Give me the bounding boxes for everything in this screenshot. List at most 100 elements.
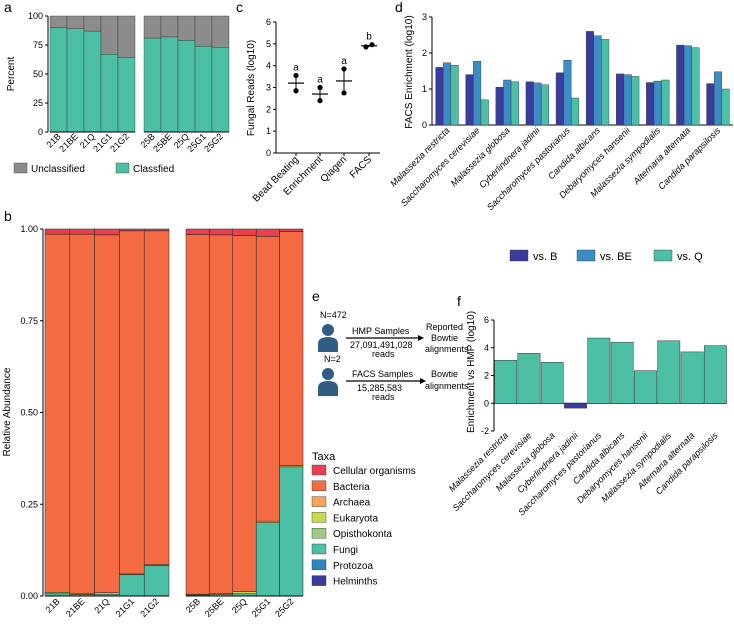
- bar-vsq: [540, 84, 549, 126]
- x-tick-label: 25BE: [203, 596, 226, 619]
- y-tick-label: 4: [484, 343, 489, 353]
- x-tick-label: 21G2: [108, 131, 131, 154]
- legend-label: vs. B: [533, 251, 557, 263]
- bar-cellular-organisms: [255, 228, 280, 237]
- bar-bacteria: [255, 236, 280, 522]
- bar-unclassified: [49, 15, 68, 28]
- facs-samples-title: FACS Samples: [352, 369, 414, 379]
- y-tick-label: 0: [266, 148, 271, 158]
- y-axis-label: Percent: [6, 57, 17, 92]
- panel-e-diagram: N=472 HMP Samples 27,091,491,028 reads R…: [318, 310, 469, 402]
- hmp-reads-label: reads: [372, 349, 395, 359]
- data-point: [317, 98, 323, 104]
- x-tick-label: 21G1: [114, 596, 137, 619]
- facs-n-label: N=2: [324, 354, 341, 364]
- bar-unclassified: [100, 15, 119, 55]
- bar-cellular-organisms: [143, 228, 170, 232]
- x-tick-label: FACS: [348, 154, 374, 180]
- facs-arrowhead: [420, 378, 426, 384]
- bar-vsb: [616, 73, 625, 126]
- panel-letter-f: f: [457, 293, 461, 309]
- y-axis-label: Enrichment vs HMP (log10): [466, 311, 477, 433]
- bar-vsq: [601, 39, 610, 126]
- legend-swatch: [311, 464, 327, 476]
- bar-vsbe: [533, 82, 542, 126]
- legend-swatch: [311, 543, 327, 555]
- legend-swatch: [311, 575, 327, 586]
- bar-vsb: [585, 31, 594, 126]
- bar-unclassified: [143, 15, 162, 39]
- significance-letter: a: [317, 75, 323, 86]
- y-tick-label: 0: [38, 127, 43, 137]
- data-point: [341, 90, 347, 96]
- x-tick-label: 25G1: [185, 131, 208, 154]
- x-tick-label: 25B: [184, 596, 202, 614]
- hmp-result-line3: alignments: [425, 344, 469, 354]
- x-tick-label: Qiagen: [319, 154, 350, 185]
- y-tick-label: 1.00: [20, 224, 38, 234]
- bar-bacteria: [69, 233, 95, 595]
- bar-bacteria: [44, 233, 71, 593]
- panel-letter-a: a: [4, 0, 12, 15]
- panel-letter-b: b: [4, 208, 12, 224]
- data-point: [293, 72, 299, 79]
- facs-result-line1: Bowtie: [431, 369, 458, 379]
- bar-classified: [143, 37, 162, 133]
- bar-vsb: [525, 81, 534, 126]
- legend-label: vs. BE: [600, 251, 632, 263]
- bar-enrichment: [494, 359, 518, 404]
- bar-unclassified: [83, 15, 102, 32]
- x-tick-label: Alternaria alternata: [631, 125, 693, 187]
- y-tick-label: 1: [266, 126, 271, 136]
- bar-vsbe: [593, 35, 602, 126]
- bar-unclassified: [177, 15, 196, 41]
- bar-classified: [177, 40, 196, 133]
- bar-vsq: [631, 76, 640, 126]
- bar-cellular-organisms: [279, 228, 304, 232]
- x-tick-label: 21B: [43, 596, 61, 614]
- panel-b-chart: 0.00 0.25 0.50 0.75 1.00 Relative Abundance 21…: [2, 224, 416, 619]
- data-point: [363, 44, 369, 50]
- significance-letter: a: [341, 56, 347, 67]
- bar-vsq: [480, 99, 489, 126]
- x-tick-label: Candida albicans: [546, 125, 602, 181]
- hmp-result-line1: Reported: [426, 322, 463, 332]
- bar-fungi: [255, 522, 280, 597]
- bar-cellular-organisms: [232, 228, 257, 236]
- x-tick-label: 21G2: [138, 596, 161, 619]
- y-tick-label: 0: [422, 120, 427, 130]
- y-tick-label: 0.50: [20, 408, 38, 418]
- y-tick-label: 50: [33, 69, 43, 79]
- bar-cellular-organisms: [94, 228, 120, 236]
- bar-unclassified: [66, 15, 85, 29]
- y-axis-label: Fungal Reads (log10): [246, 40, 257, 136]
- facs-reads-label: reads: [372, 392, 395, 402]
- legend-label: Opisthokonta: [333, 529, 392, 540]
- bar-classified: [83, 30, 102, 133]
- bar-vsb: [646, 82, 655, 126]
- bar-vsbe: [713, 71, 722, 126]
- y-tick-label: 0: [484, 398, 489, 408]
- legend-label: Protozoa: [333, 561, 373, 572]
- legend-label: Fungi: [333, 545, 358, 556]
- bar-vsbe: [653, 80, 662, 126]
- legend-label: Classfied: [133, 164, 174, 175]
- hmp-reads-count: 27,091,491,028: [350, 340, 413, 350]
- legend-label: Cellular organisms: [333, 466, 416, 477]
- bar-unclassified: [117, 15, 136, 58]
- bar-bacteria: [119, 230, 145, 575]
- bar-bacteria: [209, 234, 234, 594]
- legend-label: Helminths: [333, 577, 377, 588]
- bar-vsb: [555, 72, 564, 126]
- y-tick-label: 25: [33, 98, 43, 108]
- y-tick-label: 1: [422, 84, 427, 94]
- bar-unclassified: [211, 15, 230, 48]
- bar-enrichment: [634, 370, 657, 404]
- y-tick-label: 2: [422, 48, 427, 58]
- legend-swatch: [311, 480, 327, 491]
- legend-label: vs. Q: [677, 251, 703, 263]
- bar-fungi: [143, 565, 170, 597]
